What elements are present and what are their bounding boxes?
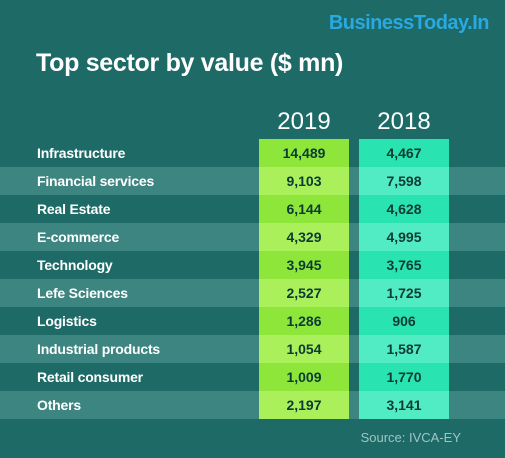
source-note: Source: IVCA-EY: [360, 430, 461, 445]
column-header-2019: 2019: [277, 108, 331, 135]
table-row: Infrastructure 14,489 4,467: [0, 139, 505, 167]
sector-label: Technology: [37, 257, 113, 273]
sector-label: Logistics: [37, 313, 97, 329]
table-row: Lefe Sciences 2,527 1,725: [0, 279, 505, 307]
table-row: Logistics 1,286 906: [0, 307, 505, 335]
value-2019-cell: 2,527: [259, 279, 349, 307]
table-row: Technology 3,945 3,765: [0, 251, 505, 279]
value-2019-cell: 3,945: [286, 257, 322, 273]
value-2019-cell: 9,103: [259, 167, 349, 195]
value-2018-cell: 4,467: [386, 145, 422, 161]
table-row: Real Estate 6,144 4,628: [0, 195, 505, 223]
value-2019-cell: 1,009: [286, 369, 322, 385]
sector-label: Retail consumer: [37, 369, 143, 385]
table-row: Industrial products 1,054 1,587: [0, 335, 505, 363]
value-2019-cell: 2,197: [259, 391, 349, 419]
sector-label: E-commerce: [37, 229, 120, 245]
value-2018-cell: 3,141: [359, 391, 449, 419]
value-2019-cell: 14,489: [282, 145, 326, 161]
table-row: Others 2,197 3,141: [0, 391, 505, 419]
table-row: E-commerce 4,329 4,995: [0, 223, 505, 251]
value-2019-cell: 6,144: [286, 201, 322, 217]
table-row: Financial services 9,103 7,598: [0, 167, 505, 195]
sector-label: Real Estate: [37, 201, 111, 217]
value-2018-cell: 1,725: [359, 279, 449, 307]
value-2019-cell: 1,054: [259, 335, 349, 363]
value-2018-cell: 1,587: [359, 335, 449, 363]
value-2019-cell: 4,329: [259, 223, 349, 251]
value-2018-cell: 7,598: [359, 167, 449, 195]
value-2018-cell: 4,628: [386, 201, 422, 217]
brand-logo: BusinessToday.In: [328, 12, 490, 34]
chart-title: Top sector by value ($ mn): [36, 49, 344, 77]
value-2018-cell: 1,770: [386, 369, 422, 385]
column-header-2018: 2018: [377, 108, 431, 135]
value-2019-cell: 1,286: [286, 313, 322, 329]
sector-label: Industrial products: [37, 341, 160, 357]
value-2018-cell: 906: [392, 313, 416, 329]
sector-label: Others: [37, 397, 81, 413]
value-2018-cell: 4,995: [359, 223, 449, 251]
sector-label: Financial services: [37, 173, 155, 189]
table-row: Retail consumer 1,009 1,770: [0, 363, 505, 391]
value-2018-cell: 3,765: [386, 257, 422, 273]
sector-label: Lefe Sciences: [37, 285, 128, 301]
sector-label: Infrastructure: [37, 145, 126, 161]
